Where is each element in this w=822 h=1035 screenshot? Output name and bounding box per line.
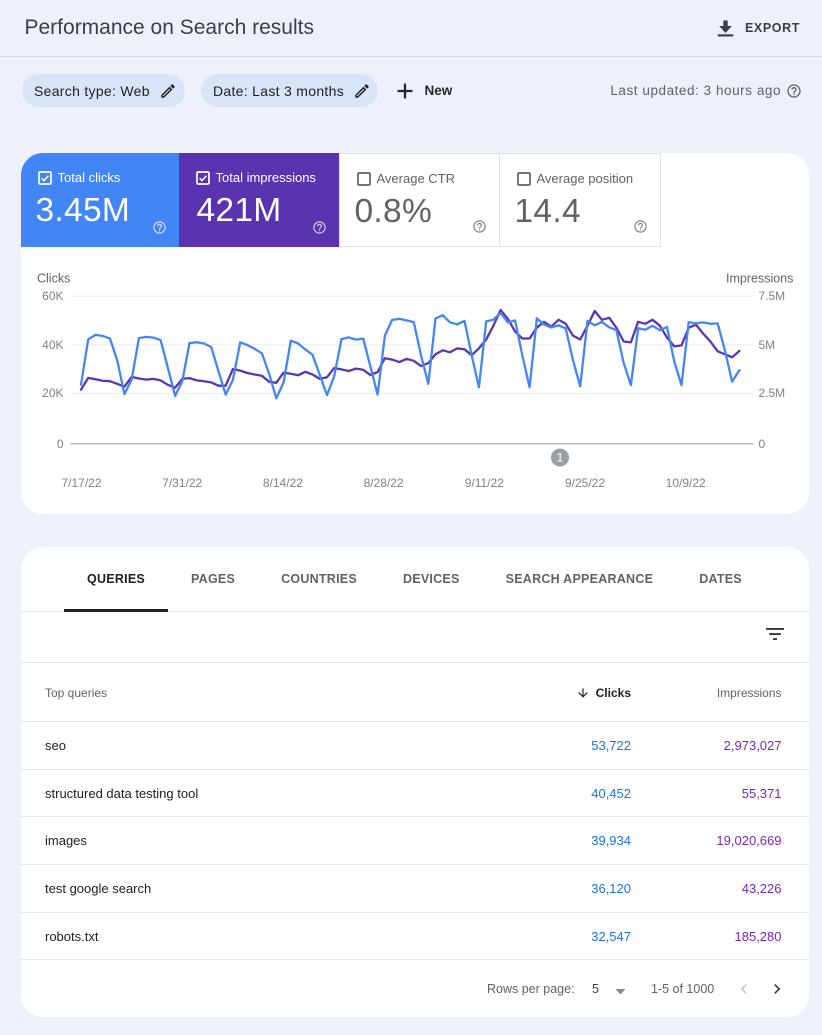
svg-text:40K: 40K: [42, 338, 63, 352]
svg-text:7.5M: 7.5M: [759, 289, 786, 303]
svg-text:Clicks: Clicks: [37, 272, 70, 286]
svg-text:5M: 5M: [759, 338, 776, 352]
svg-text:8/14/22: 8/14/22: [263, 476, 303, 490]
svg-text:2.5M: 2.5M: [759, 386, 786, 400]
svg-text:10/9/22: 10/9/22: [666, 476, 706, 490]
svg-text:8/28/22: 8/28/22: [364, 476, 404, 490]
svg-text:20K: 20K: [42, 386, 63, 400]
svg-text:0: 0: [759, 437, 766, 451]
svg-text:60K: 60K: [42, 289, 63, 303]
svg-text:1: 1: [557, 451, 564, 465]
svg-text:9/25/22: 9/25/22: [565, 476, 605, 490]
svg-text:Impressions: Impressions: [726, 272, 793, 286]
svg-text:0: 0: [57, 437, 64, 451]
svg-text:7/31/22: 7/31/22: [162, 476, 202, 490]
svg-text:9/11/22: 9/11/22: [465, 476, 504, 490]
svg-text:7/17/22: 7/17/22: [61, 476, 101, 490]
